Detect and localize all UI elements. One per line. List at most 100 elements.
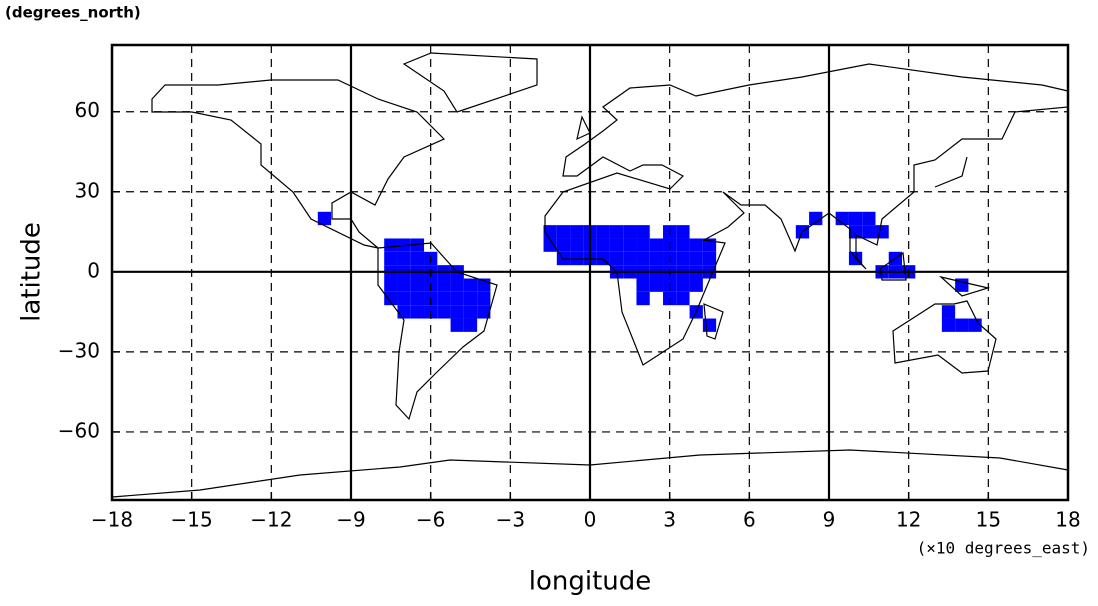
coast-greenland xyxy=(402,52,538,113)
cell xyxy=(570,225,584,239)
cell xyxy=(623,225,637,239)
cell xyxy=(609,225,624,239)
plot-frame xyxy=(110,43,1070,502)
cell xyxy=(450,291,464,306)
x-tick-label: 18 xyxy=(1055,508,1080,532)
x-tick-label: 12 xyxy=(896,508,921,532)
cell xyxy=(596,238,610,252)
cell xyxy=(317,211,332,226)
cell xyxy=(570,238,584,252)
x-tick-label: −9 xyxy=(336,508,365,532)
x-units-label: (×10 degrees_east) xyxy=(917,539,1090,558)
cell xyxy=(702,251,717,266)
cell xyxy=(384,291,398,306)
coast-britain xyxy=(576,115,591,141)
cell xyxy=(450,318,464,332)
cell xyxy=(835,211,849,226)
cell xyxy=(477,291,491,306)
grid-layer xyxy=(111,45,1069,500)
cell xyxy=(450,278,464,292)
y-tick-label: 30 xyxy=(75,178,100,202)
x-axis-label: longitude xyxy=(529,567,652,597)
cell xyxy=(676,225,690,239)
cell xyxy=(649,238,664,252)
x-tick-label: 3 xyxy=(663,508,676,532)
coast-madagascar xyxy=(703,303,724,340)
x-tick-label: −18 xyxy=(91,508,133,532)
cell xyxy=(397,305,411,319)
cell xyxy=(636,251,650,266)
cell xyxy=(556,238,571,252)
x-tick-label: −12 xyxy=(250,508,292,532)
cell-layer xyxy=(317,211,982,332)
cell xyxy=(397,278,411,292)
cell xyxy=(636,291,650,306)
cell xyxy=(477,305,491,319)
cell xyxy=(463,291,478,306)
cell xyxy=(556,225,571,239)
x-tick-label: −6 xyxy=(416,508,445,532)
x-tick-label: 0 xyxy=(584,508,597,532)
cell xyxy=(848,225,863,239)
cell xyxy=(875,225,889,239)
coastlines xyxy=(111,52,1069,498)
cell xyxy=(689,238,703,252)
x-tick-label: −3 xyxy=(496,508,525,532)
x-tick-label: −15 xyxy=(171,508,213,532)
x-tick-label: 6 xyxy=(743,508,756,532)
coast-south-america xyxy=(377,242,498,421)
coast-new-guinea xyxy=(938,275,991,297)
cell xyxy=(596,225,610,239)
x-tick-label: 9 xyxy=(823,508,836,532)
cell xyxy=(609,251,624,266)
cell xyxy=(636,225,650,239)
coast-australia xyxy=(892,300,997,374)
cell xyxy=(941,305,956,319)
cell xyxy=(410,278,425,292)
x-tick-label: 15 xyxy=(976,508,1001,532)
cell xyxy=(410,305,425,319)
cell xyxy=(955,318,969,332)
cell xyxy=(636,278,650,292)
cell xyxy=(623,251,637,266)
cell xyxy=(702,318,717,332)
cell xyxy=(848,211,863,226)
coast-antarctica xyxy=(111,449,1069,498)
y-units-label: (degrees_north) xyxy=(5,4,141,22)
cell xyxy=(397,291,411,306)
cell xyxy=(676,291,690,306)
cell xyxy=(862,225,876,239)
cell xyxy=(384,251,398,266)
cell xyxy=(676,238,690,252)
cell xyxy=(410,291,425,306)
cell xyxy=(623,238,637,252)
cell xyxy=(463,305,478,319)
coast-japan xyxy=(934,156,968,188)
cell xyxy=(609,238,624,252)
cell xyxy=(809,211,823,226)
cell xyxy=(676,278,690,292)
coast-north-america xyxy=(151,79,446,249)
cell xyxy=(410,251,425,266)
cell xyxy=(384,278,398,292)
cell xyxy=(437,278,451,292)
coast-eurasia-africa xyxy=(544,63,1069,366)
y-tick-label: −30 xyxy=(58,338,100,362)
y-tick-label: −60 xyxy=(58,418,100,442)
cell xyxy=(689,251,703,266)
y-tick-label: 60 xyxy=(75,98,100,122)
cell xyxy=(636,238,650,252)
cell xyxy=(968,318,982,332)
y-tick-label: 0 xyxy=(87,258,100,282)
cell xyxy=(689,278,703,292)
cell xyxy=(941,318,956,332)
cell xyxy=(543,238,557,252)
cell xyxy=(450,305,464,319)
cell xyxy=(676,251,690,266)
cell xyxy=(649,251,664,266)
cell xyxy=(955,278,969,292)
y-axis-label: latitude xyxy=(17,222,47,322)
cell xyxy=(649,278,664,292)
cell xyxy=(410,238,425,252)
